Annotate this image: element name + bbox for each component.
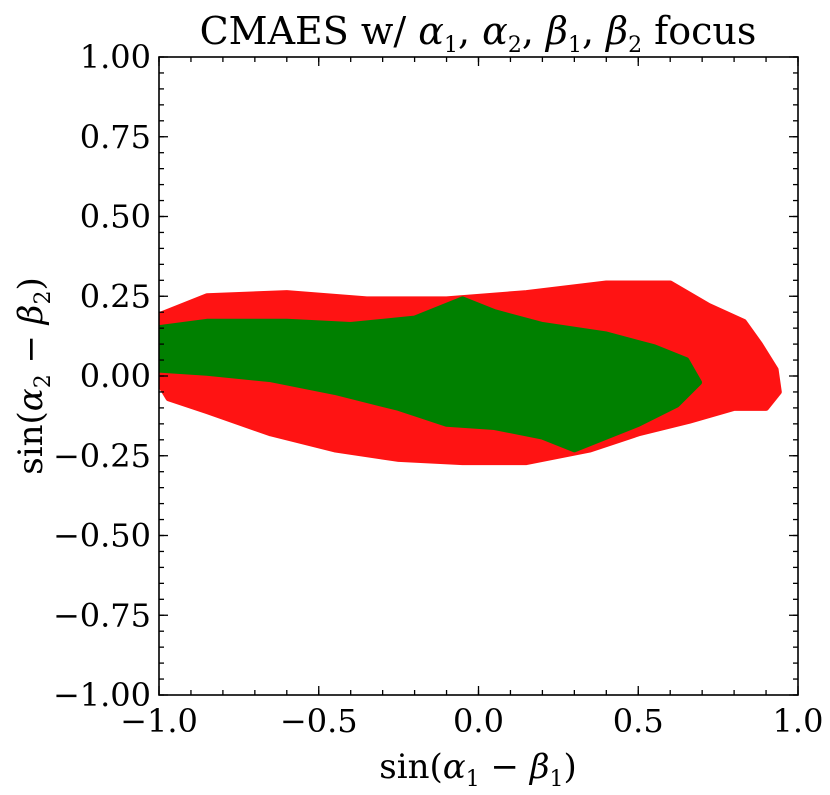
y-tick-label: 1.00 <box>80 38 151 76</box>
ticks-layer: −1.0 −0.5 0.0 0.5 1.0 −1.00 −0.75 −0.50 −0.25 0.0… <box>53 38 824 740</box>
x-tick-label: −1.0 <box>120 702 198 740</box>
chart-title: CMAES w/ α1, α2, β1, β2 focus <box>200 9 757 58</box>
x-tick-label: 1.0 <box>773 702 824 740</box>
x-axis-label: sin(α1 − β1) <box>379 747 576 792</box>
points-layer <box>159 280 782 466</box>
x-tick-label: 0.0 <box>453 702 504 740</box>
y-axis-label: sin(α2 − β2) <box>11 277 56 474</box>
y-tick-label: 0.25 <box>80 277 151 315</box>
x-tick-label: 0.5 <box>613 702 664 740</box>
x-tick-label: −0.5 <box>280 702 358 740</box>
y-tick-label: 0.75 <box>80 118 151 156</box>
y-tick-label: −1.00 <box>53 676 151 714</box>
y-tick-label: −0.50 <box>53 517 151 555</box>
y-tick-label: 0.00 <box>80 357 151 395</box>
y-tick-label: 0.50 <box>80 198 151 236</box>
scatter-cloud-2 <box>159 296 702 453</box>
y-tick-label: −0.75 <box>53 596 151 634</box>
y-tick-label: −0.25 <box>53 437 151 475</box>
